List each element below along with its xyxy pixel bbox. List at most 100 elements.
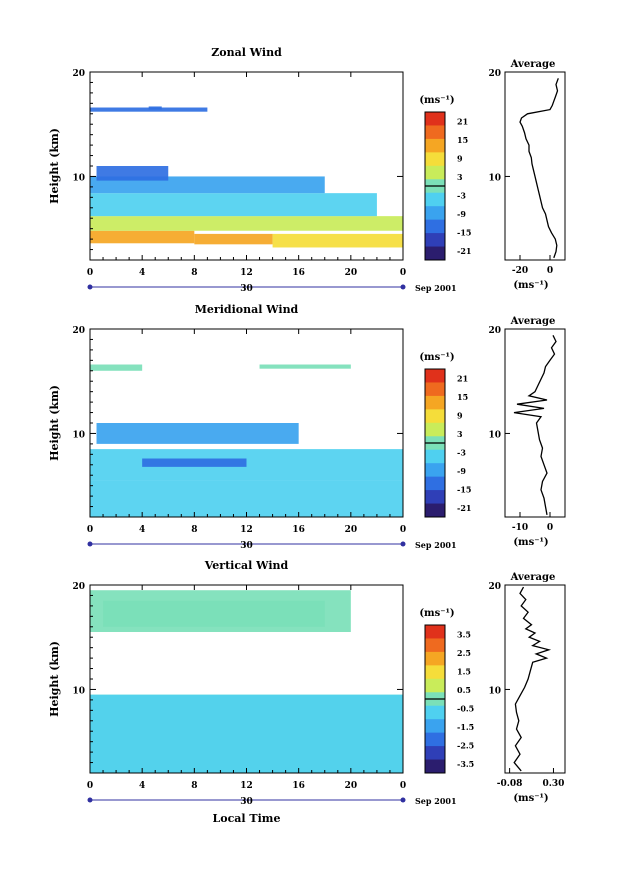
colorbar-tick-label: -2.5	[457, 740, 474, 750]
y-axis-label: Height (km)	[48, 128, 61, 204]
average-y-tick-label: 10	[488, 686, 501, 696]
colorbar-swatch	[425, 125, 445, 140]
colorbar-tick-label: 21	[457, 116, 468, 126]
colorbar-tick-label: -21	[457, 246, 471, 256]
heatmap-layers	[90, 590, 403, 773]
colorbar-tick-label: -3	[457, 190, 466, 200]
colorbar-swatch	[425, 422, 445, 437]
x-tick-label: 0	[87, 268, 93, 278]
colorbar-swatch	[425, 165, 445, 180]
colorbar-swatch	[425, 638, 445, 653]
colorbar-swatch	[425, 369, 445, 383]
colorbar-tick-label: 0.5	[457, 685, 471, 695]
x-tick-label: 12	[240, 268, 253, 278]
average-title: Average	[510, 59, 556, 70]
heatmap-cell-1	[90, 694, 403, 773]
colorbar-swatch	[425, 382, 445, 397]
average-frame	[504, 328, 566, 518]
heatmap-cell-4	[90, 193, 377, 217]
average-y-tick-label: 20	[488, 326, 501, 336]
average-y-tick-label: 20	[488, 582, 501, 592]
colorbar-tick-label: 15	[457, 135, 468, 145]
colorbar-tick-label: 3.5	[457, 629, 471, 639]
colorbar-swatch	[425, 463, 445, 478]
colorbar-tick-label: -15	[457, 484, 471, 494]
x-tick-label: 4	[139, 781, 145, 791]
average-x-tick-label: 0	[547, 523, 553, 533]
colorbar-tick-label: -3	[457, 447, 466, 457]
x-tick-label: 8	[191, 268, 197, 278]
colorbar-tick-label: -3.5	[457, 759, 474, 769]
x-tick-label: 0	[400, 268, 406, 278]
date-label: 30	[240, 541, 253, 551]
colorbar-tick-label: -9	[457, 209, 466, 219]
colorbar-swatch	[425, 206, 445, 221]
x-tick-label: 0	[87, 781, 93, 791]
x-tick-label: 0	[87, 525, 93, 535]
x-tick-label: 16	[292, 781, 305, 791]
average-x-tick-label: 0	[547, 266, 553, 276]
heatmap-layers	[90, 106, 403, 248]
date-line-end	[400, 284, 406, 290]
x-tick-label: 20	[345, 268, 358, 278]
date-line-end	[400, 541, 406, 547]
colorbar-tick-label: 1.5	[457, 666, 471, 676]
date-line-start	[87, 797, 93, 803]
average-x-tick-label: -20	[512, 266, 528, 276]
average-y-tick-label: 10	[488, 173, 501, 183]
x-tick-label: 16	[292, 525, 305, 535]
heatmap-layers	[90, 364, 403, 517]
colorbar-swatch	[425, 625, 445, 639]
colorbar-tick-label: -15	[457, 227, 471, 237]
average-frame	[504, 584, 566, 774]
colorbar-swatch	[425, 678, 445, 693]
colorbar-swatch	[425, 759, 445, 774]
average-profile-line	[519, 78, 559, 259]
colorbar-tick-label: -9	[457, 466, 466, 476]
colorbar-swatch	[425, 192, 445, 207]
y-tick-label: 20	[72, 69, 85, 79]
chart-title: Zonal Wind	[211, 46, 282, 59]
colorbar-swatch	[425, 112, 445, 126]
colorbar-swatch	[425, 705, 445, 720]
date-line-start	[87, 541, 93, 547]
x-axis-label: Local Time	[213, 812, 281, 825]
colorbar-unit: (ms⁻¹)	[419, 352, 454, 363]
heatmap-cell-3	[103, 600, 325, 627]
colorbar-swatch	[425, 152, 445, 167]
average-x-tick-label: 0.30	[543, 779, 565, 789]
average-title: Average	[510, 316, 556, 327]
y-tick-label: 20	[72, 326, 85, 336]
y-tick-label: 10	[72, 430, 85, 440]
y-tick-label: 20	[72, 582, 85, 592]
chart-title: Meridional Wind	[195, 303, 299, 316]
average-title: Average	[510, 572, 556, 583]
x-tick-label: 16	[292, 268, 305, 278]
x-tick-label: 20	[345, 781, 358, 791]
colorbar-swatch	[425, 503, 445, 518]
x-tick-label: 20	[345, 525, 358, 535]
x-tick-label: 4	[139, 268, 145, 278]
average-profile-line	[513, 335, 557, 516]
heatmap-cell-0	[90, 230, 195, 244]
average-x-tick-label: -0.08	[497, 779, 523, 789]
average-x-label: (ms⁻¹)	[513, 793, 548, 804]
x-tick-label: 8	[191, 525, 197, 535]
colorbar-unit: (ms⁻¹)	[419, 95, 454, 106]
heatmap-cell-4	[90, 364, 143, 371]
y-axis-label: Height (km)	[48, 641, 61, 717]
colorbar-tick-label: 3	[457, 429, 463, 439]
average-x-label: (ms⁻¹)	[513, 537, 548, 548]
x-tick-label: 12	[240, 781, 253, 791]
colorbar-tick-label: 9	[457, 153, 463, 163]
x-tick-label: 4	[139, 525, 145, 535]
heatmap-cell-8	[148, 106, 162, 110]
date-note: Sep 2001	[415, 283, 457, 293]
heatmap-cell-3	[142, 458, 247, 467]
colorbar-swatch	[425, 246, 445, 261]
colorbar-swatch	[425, 719, 445, 734]
date-note: Sep 2001	[415, 796, 457, 806]
